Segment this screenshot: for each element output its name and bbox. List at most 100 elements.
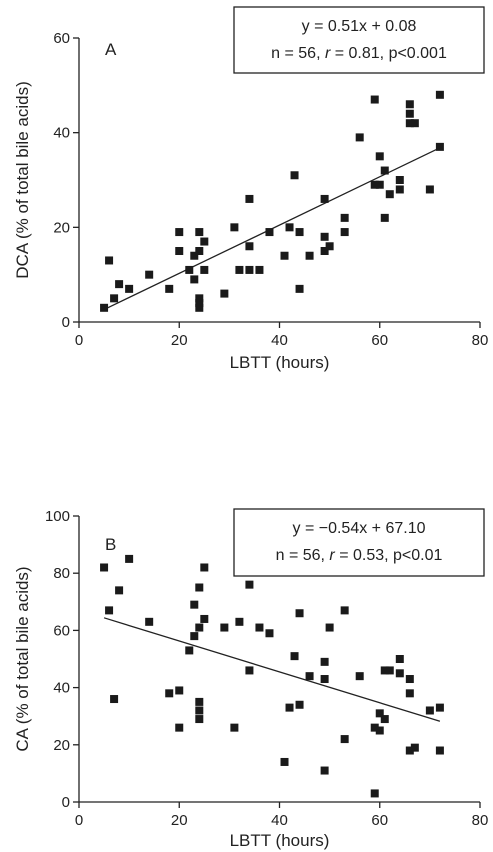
data-point [110,695,119,704]
x-tick-label: 40 [271,812,288,829]
equation-box [233,6,485,74]
data-point [285,703,294,712]
data-point [265,629,274,638]
data-point [175,686,184,695]
y-tick-label: 60 [53,30,70,47]
x-tick-label: 60 [371,812,388,829]
data-point [185,646,194,655]
data-point [435,746,444,755]
data-point [200,614,209,623]
data-point [230,723,239,732]
data-point [320,675,329,684]
data-point [375,726,384,735]
data-point [425,706,434,715]
x-tick-label: 40 [271,332,288,349]
data-point [370,789,379,798]
data-point [175,247,184,255]
data-point [220,289,229,298]
data-point [305,251,314,260]
equation-box [233,508,485,577]
data-point [200,265,209,274]
stats-text: n = 56, r = 0.53, p<0.01 [276,547,443,564]
data-point [235,617,244,626]
data-point [395,655,404,663]
data-point [175,228,184,237]
y-tick-label: 80 [53,565,70,582]
data-point [190,600,199,609]
data-point [380,715,389,724]
data-point [435,703,444,712]
data-point [190,251,199,260]
data-point [115,280,124,289]
data-point [385,666,394,675]
stats-text: n = 56, r = 0.81, p<0.001 [271,45,447,62]
data-point [355,672,364,681]
y-tick-label: 20 [53,737,70,754]
data-point [395,669,404,678]
data-point [435,142,444,151]
data-point [405,689,414,698]
data-point [380,666,389,675]
data-point [175,723,184,732]
panel-label: B [105,535,116,554]
data-point [145,617,154,626]
data-point [370,723,379,732]
data-point [190,275,199,284]
data-point [435,90,444,99]
x-tick-label: 80 [472,332,489,349]
data-point [325,623,334,632]
data-point [100,563,109,572]
data-point [395,185,404,194]
y-tick-label: 40 [53,125,70,142]
data-point [405,119,414,128]
data-point [295,700,304,709]
data-point [320,232,329,241]
y-axis-title: DCA (% of total bile acids) [13,81,32,278]
data-point [245,242,254,251]
data-point [380,213,389,222]
data-point [405,746,414,755]
data-point [340,228,349,237]
data-point [355,133,364,142]
data-point [370,180,379,189]
data-point [340,606,349,615]
data-point [405,109,414,118]
stats-n: n = 56, [271,45,325,62]
data-point [375,180,384,189]
data-point [340,735,349,744]
data-point [245,580,254,589]
data-point [385,190,394,199]
data-point [375,152,384,161]
x-tick-label: 0 [75,332,83,349]
data-point [290,652,299,661]
data-point [125,284,134,293]
x-axis-title: LBTT (hours) [230,831,330,850]
x-tick-label: 0 [75,812,83,829]
x-tick-label: 80 [472,812,489,829]
x-tick-label: 60 [371,332,388,349]
panel-label: A [105,40,117,59]
stats-r-value: = 0.53, p<0.01 [335,547,443,564]
y-tick-label: 0 [62,794,70,811]
data-point [200,237,209,246]
data-point [375,709,384,718]
data-point [195,299,204,308]
data-point [290,171,299,180]
data-point [230,223,239,232]
data-point [410,119,419,128]
stats-r-value: = 0.81, p<0.001 [330,45,447,62]
stats-r-symbol: r [329,547,335,564]
data-point [405,675,414,684]
data-point [195,303,204,312]
data-point [195,228,204,237]
y-tick-label: 40 [53,680,70,697]
data-point [195,697,204,706]
data-point [195,247,204,255]
stats-r-symbol: r [325,45,331,62]
regression-line [103,617,441,722]
data-point [245,194,254,203]
data-point [105,606,114,615]
data-point [145,270,154,279]
data-point [380,166,389,175]
